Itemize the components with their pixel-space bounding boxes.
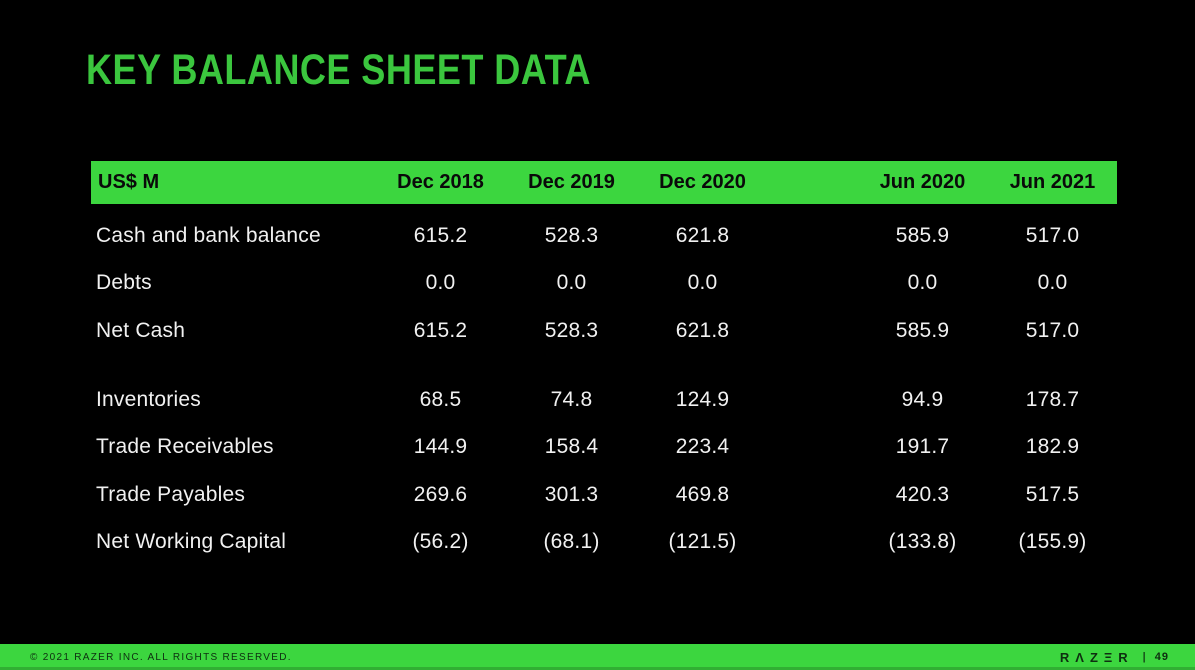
cell-value: 517.0: [1025, 318, 1080, 342]
cell-value: 158.4: [544, 435, 599, 459]
cell-value: (68.1): [543, 530, 600, 554]
cell-value: (155.9): [1018, 530, 1087, 554]
cell-value: 615.2: [413, 318, 468, 342]
table-row: Trade Payables 269.6 301.3 469.8 420.3 5…: [91, 471, 1117, 519]
cell-value: 269.6: [413, 482, 468, 506]
cell-value: 420.3: [895, 482, 950, 506]
row-label: Cash and bank balance: [96, 223, 321, 247]
cell-value: (121.5): [668, 530, 737, 554]
unit-label-header: US$ M: [98, 171, 160, 193]
table-row: Net Cash 615.2 528.3 621.8 585.9 517.0: [91, 307, 1117, 355]
cell-value: 68.5: [419, 387, 462, 411]
cell-value: 0.0: [425, 271, 456, 295]
column-header-jun-2020: Jun 2020: [879, 171, 966, 193]
cell-value: 191.7: [895, 435, 950, 459]
row-label: Trade Receivables: [96, 435, 274, 459]
copyright-text: © 2021 RAZER INC. ALL RIGHTS RESERVED.: [30, 651, 292, 663]
cell-value: 615.2: [413, 223, 468, 247]
row-label: Net Working Capital: [96, 530, 287, 554]
column-header-dec-2020: Dec 2020: [659, 171, 746, 193]
page-number: 49: [1154, 651, 1169, 663]
table-header-row: US$ M Dec 2018 Dec 2019 Dec 2020 Jun 202…: [91, 161, 1117, 204]
cell-value: 182.9: [1025, 435, 1080, 459]
cell-value: 94.9: [901, 387, 944, 411]
footer-separator: |: [1142, 651, 1146, 663]
footer-brand-group: RΛZΞR | 49: [1054, 650, 1195, 665]
cell-value: 124.9: [675, 387, 730, 411]
cell-value: 528.3: [544, 223, 599, 247]
cell-value: 223.4: [675, 435, 730, 459]
column-header-dec-2018: Dec 2018: [397, 171, 484, 193]
cell-value: 585.9: [895, 223, 950, 247]
cell-value: 74.8: [550, 387, 593, 411]
cell-value: 621.8: [675, 223, 730, 247]
cell-value: 0.0: [556, 271, 587, 295]
cell-value: 517.5: [1025, 482, 1080, 506]
cell-value: 0.0: [907, 271, 938, 295]
table-row: Cash and bank balance 615.2 528.3 621.8 …: [91, 212, 1117, 260]
page-title: KEY BALANCE SHEET DATA: [86, 46, 591, 94]
table-row: Net Working Capital (56.2) (68.1) (121.5…: [91, 519, 1117, 567]
table-section-working-capital: Inventories 68.5 74.8 124.9 94.9 178.7 T…: [91, 376, 1117, 566]
table-row: Inventories 68.5 74.8 124.9 94.9 178.7: [91, 376, 1117, 424]
razer-logo: RΛZΞR: [1059, 649, 1134, 665]
cell-value: 469.8: [675, 482, 730, 506]
balance-sheet-table: US$ M Dec 2018 Dec 2019 Dec 2020 Jun 202…: [91, 161, 1117, 566]
column-header-dec-2019: Dec 2019: [528, 171, 615, 193]
cell-value: 585.9: [895, 318, 950, 342]
cell-value: (56.2): [412, 530, 469, 554]
cell-value: 621.8: [675, 318, 730, 342]
cell-value: 178.7: [1025, 387, 1080, 411]
table-row: Trade Receivables 144.9 158.4 223.4 191.…: [91, 423, 1117, 471]
cell-value: (133.8): [888, 530, 957, 554]
table-row: Debts 0.0 0.0 0.0 0.0 0.0: [91, 260, 1117, 308]
cell-value: 0.0: [1037, 271, 1068, 295]
row-label: Net Cash: [96, 318, 186, 342]
row-label: Debts: [96, 271, 152, 295]
table-section-cash: Cash and bank balance 615.2 528.3 621.8 …: [91, 204, 1117, 355]
cell-value: 144.9: [413, 435, 468, 459]
row-label: Trade Payables: [96, 482, 246, 506]
cell-value: 0.0: [687, 271, 718, 295]
cell-value: 301.3: [544, 482, 599, 506]
cell-value: 528.3: [544, 318, 599, 342]
footer-bar: © 2021 RAZER INC. ALL RIGHTS RESERVED. R…: [0, 644, 1195, 670]
cell-value: 517.0: [1025, 223, 1080, 247]
row-label: Inventories: [96, 387, 201, 411]
column-header-jun-2021: Jun 2021: [1009, 171, 1096, 193]
